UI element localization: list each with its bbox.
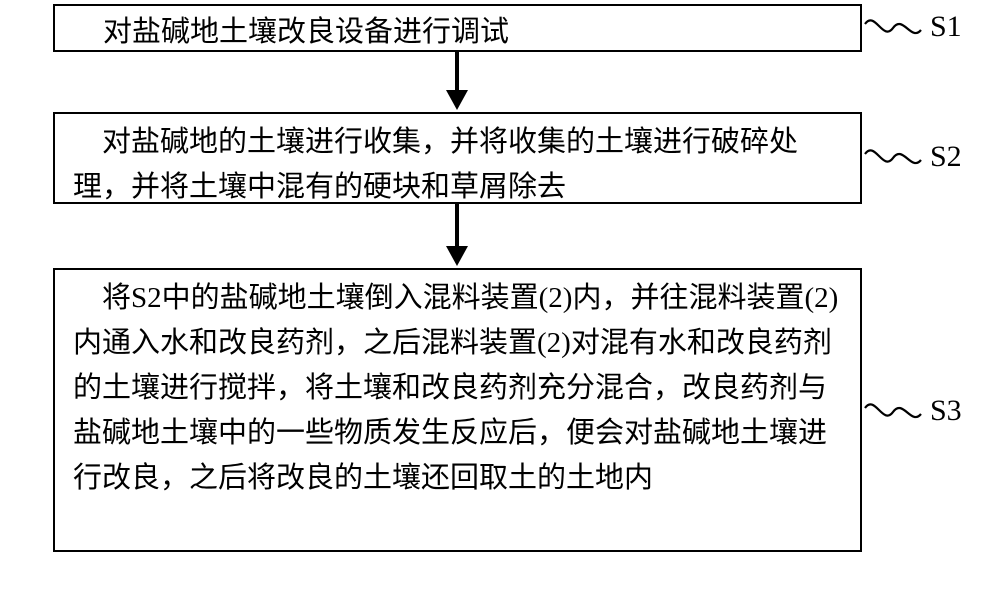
- flow-step-s2: 对盐碱地的土壤进行收集，并将收集的土壤进行破碎处理，并将土壤中混有的硬块和草屑除…: [53, 112, 862, 204]
- flow-step-s2-text: 对盐碱地的土壤进行收集，并将收集的土壤进行破碎处理，并将土壤中混有的硬块和草屑除…: [73, 120, 842, 210]
- step-label-s1: S1: [930, 10, 962, 44]
- arrow-s1-to-s2: [446, 52, 468, 110]
- flowchart-canvas: 对盐碱地土壤改良设备进行调试 对盐碱地的土壤进行收集，并将收集的土壤进行破碎处理…: [0, 0, 1000, 595]
- squiggle-s2: [863, 144, 923, 172]
- squiggle-s3: [863, 398, 923, 426]
- step-label-s3: S3: [930, 394, 962, 428]
- squiggle-s1: [863, 14, 923, 42]
- flow-step-s1-text: 对盐碱地土壤改良设备进行调试: [103, 10, 842, 55]
- flow-step-s3: 将S2中的盐碱地土壤倒入混料装置(2)内，并往混料装置(2)内通入水和改良药剂，…: [53, 268, 862, 552]
- arrow-s2-to-s3: [446, 204, 468, 266]
- flow-step-s3-text: 将S2中的盐碱地土壤倒入混料装置(2)内，并往混料装置(2)内通入水和改良药剂，…: [73, 276, 842, 501]
- flow-step-s1: 对盐碱地土壤改良设备进行调试: [53, 4, 862, 52]
- step-label-s2: S2: [930, 140, 962, 174]
